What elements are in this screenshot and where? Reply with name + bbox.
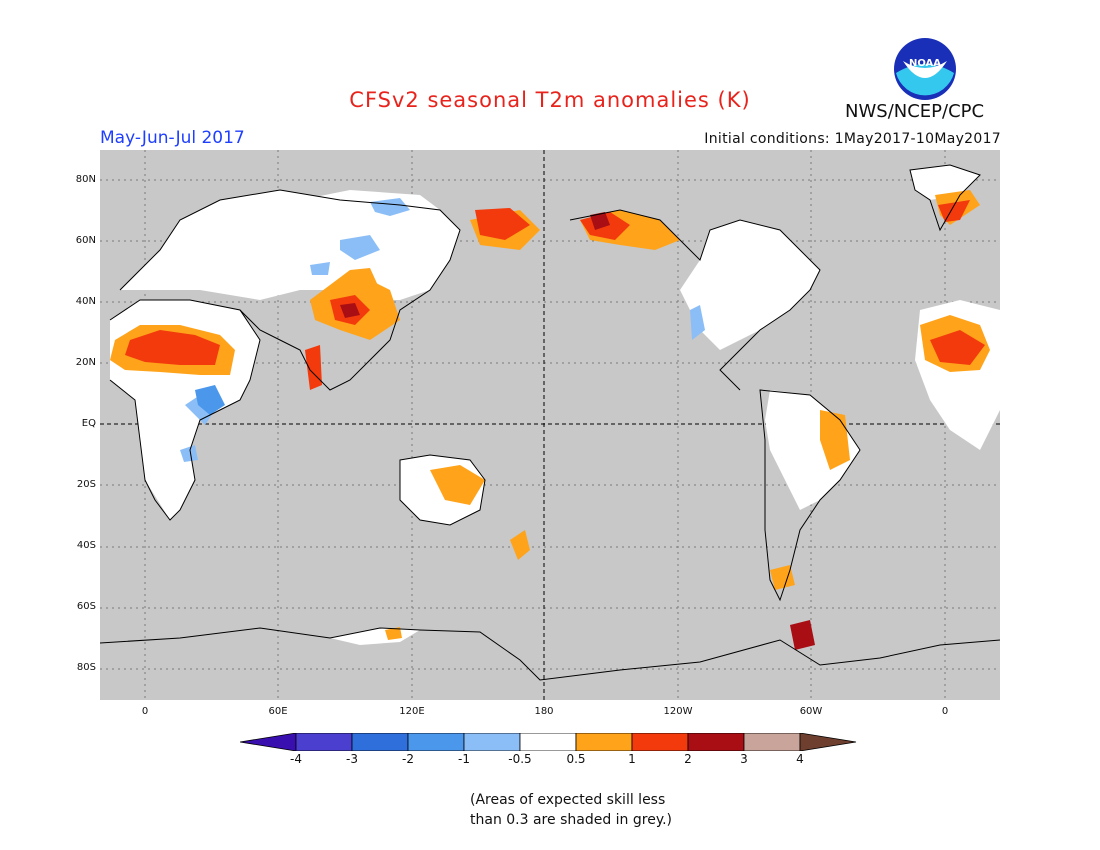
logo-text: NOAA: [909, 58, 941, 69]
legend-swatch-7: [631, 733, 689, 751]
coastlines: [100, 164, 1000, 681]
legend-swatch-2: [351, 733, 409, 751]
cool-core-regions: [195, 385, 225, 415]
forecast-map: [100, 150, 1000, 700]
legend-swatch-1: [295, 733, 353, 751]
legend-label-minus2: -2: [402, 752, 414, 766]
lon-label-120w: 120W: [663, 706, 693, 717]
legend-label-minus3: -3: [346, 752, 358, 766]
agency-label: NWS/NCEP/CPC: [845, 101, 985, 122]
lon-label-180: 180: [534, 706, 554, 717]
legend-label-minus0-5: -0.5: [508, 752, 532, 766]
equator-dateline: [100, 150, 1000, 700]
legend-swatch-5: [519, 733, 577, 751]
legend-label-minus1: -1: [458, 752, 470, 766]
skill-note-line1: (Areas of expected skill less: [470, 792, 666, 808]
noaa-logo-icon: NOAA: [894, 38, 956, 100]
skill-note: (Areas of expected skill less than 0.3 a…: [470, 790, 730, 830]
lat-label-eq: EQ: [81, 418, 96, 429]
legend-label-3: 3: [740, 752, 748, 766]
initial-conditions-label: Initial conditions: 1May2017-10May2017: [704, 131, 1001, 147]
lon-label-0-right: 0: [941, 706, 949, 717]
lon-label-0-left: 0: [141, 706, 149, 717]
lon-label-60e: 60E: [268, 706, 288, 717]
legend-swatch-9: [743, 733, 801, 751]
lat-label-60s: 60S: [76, 601, 96, 612]
lat-label-80n: 80N: [75, 174, 96, 185]
skill-note-line2: than 0.3 are shaded in grey.): [470, 812, 673, 828]
legend-label-0-5: 0.5: [566, 752, 586, 766]
lat-label-60n: 60N: [75, 235, 96, 246]
map-title: CFSv2 seasonal T2m anomalies (K): [349, 88, 751, 112]
lat-label-80s: 80S: [76, 662, 96, 673]
legend-label-1: 1: [628, 752, 636, 766]
lat-label-40n: 40N: [75, 296, 96, 307]
hot-regions: [125, 200, 985, 390]
legend-label-minus4: -4: [290, 752, 302, 766]
lon-label-60w: 60W: [799, 706, 823, 717]
legend-label-2: 2: [684, 752, 692, 766]
lon-label-120e: 120E: [399, 706, 425, 717]
legend-swatch-8: [687, 733, 745, 751]
legend-swatch-6: [575, 733, 633, 751]
lat-label-40s: 40S: [76, 540, 96, 551]
lat-label-20s: 20S: [76, 479, 96, 490]
very-hot-regions: [340, 212, 815, 650]
legend-swatch-0: [240, 733, 297, 751]
legend-swatch-10: [799, 733, 857, 751]
legend-swatch-4: [463, 733, 521, 751]
lat-label-20n: 20N: [75, 357, 96, 368]
season-label: May-Jun-Jul 2017: [100, 128, 245, 148]
legend-label-4: 4: [796, 752, 804, 766]
color-legend: [240, 733, 857, 751]
legend-swatch-3: [407, 733, 465, 751]
